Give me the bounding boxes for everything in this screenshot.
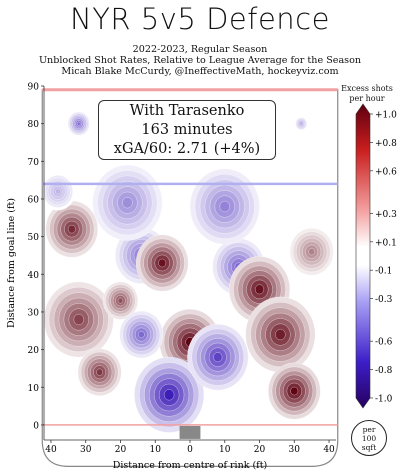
- heat-contour: [219, 200, 230, 213]
- annotation-line-minutes: 163 minutes: [141, 122, 233, 138]
- rink-boards: [41, 89, 339, 467]
- y-tick-label: 60: [28, 195, 40, 205]
- annotation-line-player: With Tarasenko: [129, 103, 245, 119]
- colorbar-title: Excess shots per hour: [341, 84, 393, 103]
- x-tick-label: 20: [115, 445, 127, 455]
- colorbar-tick-label: +1.0: [375, 111, 397, 121]
- colorbar-tick-label: -0.3: [375, 295, 393, 305]
- heat-blob: [294, 116, 309, 131]
- x-tick-label: 30: [80, 445, 92, 455]
- heat-contour: [137, 330, 145, 339]
- heat-blob: [45, 200, 99, 258]
- heat-blob: [134, 356, 205, 433]
- y-axis-label: Distance from goal line (ft): [6, 198, 17, 328]
- x-tick-label: 20: [254, 445, 266, 455]
- annotation-line-xga: xGA/60: 2.71 (+4%): [113, 141, 261, 157]
- x-tick-label: 30: [289, 445, 301, 455]
- heat-blob: [187, 323, 249, 391]
- subtitle-author: Micah Blake McCurdy, @IneffectiveMath, h…: [61, 66, 339, 77]
- heat-blob: [77, 348, 122, 397]
- heat-contour: [122, 197, 133, 209]
- y-tick-label: 30: [28, 308, 40, 318]
- unit-badge-sqft: sqft: [361, 443, 377, 452]
- heat-contour: [254, 284, 265, 295]
- colorbar-bar: [355, 103, 371, 409]
- y-tick-label: 20: [28, 346, 40, 356]
- colorbar-tick-label: +0.8: [375, 139, 397, 149]
- unit-badge-per: per: [362, 425, 376, 434]
- heat-blob: [92, 164, 163, 241]
- x-tick-label: 0: [187, 445, 193, 455]
- unit-badge-100: 100: [361, 434, 377, 443]
- rink-outline: [41, 88, 339, 467]
- colorbar-tick-label: -0.8: [375, 366, 393, 376]
- y-tick-label: 90: [28, 83, 40, 93]
- heat-blob: [67, 111, 90, 136]
- heat-contour: [308, 248, 316, 256]
- heat-contour: [73, 313, 84, 326]
- subtitle-description: Unblocked Shot Rates, Relative to League…: [38, 55, 362, 66]
- y-tick-label: 80: [28, 120, 40, 130]
- heat-contour: [117, 297, 124, 304]
- heat-blob: [245, 296, 316, 373]
- colorbar-tick-label: -1.0: [375, 395, 393, 405]
- heat-blob: [135, 234, 189, 292]
- y-tick-label: 0: [33, 421, 39, 431]
- colorbar-tick-label: -0.1: [375, 267, 392, 277]
- colorbar-tick-label: +0.6: [375, 167, 397, 177]
- heat-blob: [102, 281, 139, 320]
- y-tick-label: 70: [28, 158, 40, 168]
- axes: 0 10 20 30 40 50 60 70 80 90 40 30 20 10 0 10 20 30 40 Dist…: [6, 83, 336, 471]
- heat-contour: [300, 122, 303, 125]
- chart-title: NYR 5v5 Defence: [70, 2, 330, 36]
- colorbar-tick-label: +0.3: [375, 210, 397, 220]
- x-tick-label: 10: [219, 445, 231, 455]
- heat-blob: [119, 310, 164, 359]
- y-tick-label: 50: [28, 233, 40, 243]
- x-axis-label: Distance from centre of rink (ft): [113, 460, 267, 471]
- heat-blob: [42, 172, 76, 211]
- heat-contour: [290, 386, 299, 396]
- heat-blob: [189, 168, 260, 245]
- subtitle-season: 2022-2023, Regular Season: [132, 44, 268, 55]
- colorbar-tick-label: +0.1: [375, 238, 397, 248]
- heatmap-field: [42, 89, 338, 467]
- x-tick-label: 40: [45, 445, 57, 455]
- heat-contour: [96, 368, 103, 376]
- heat-blob: [267, 362, 321, 420]
- x-tick-label: 10: [150, 445, 162, 455]
- unit-badge: per 100 sqft: [351, 420, 387, 456]
- heat-contour: [158, 258, 167, 268]
- colorbar-tick-label: -0.6: [375, 338, 393, 348]
- heat-blob: [289, 227, 334, 276]
- x-tick-label: 40: [323, 445, 335, 455]
- y-tick-label: 40: [28, 271, 40, 281]
- heat-contour: [275, 328, 286, 341]
- goal-net: [179, 425, 201, 439]
- colorbar: +1.0 +0.8 +0.6 +0.3 +0.1 -0.1 -0.3 -0.6 -0.8 -1.0: [355, 103, 397, 409]
- heat-contour: [163, 389, 175, 401]
- heat-blob: [43, 281, 114, 358]
- heat-contour: [76, 121, 81, 126]
- annotation-box: With Tarasenko 163 minutes xGA/60: 2.71 …: [98, 100, 276, 160]
- heat-contour: [67, 224, 76, 234]
- y-tick-label: 10: [28, 384, 40, 394]
- heat-contour: [55, 188, 61, 195]
- heat-contour: [213, 352, 223, 363]
